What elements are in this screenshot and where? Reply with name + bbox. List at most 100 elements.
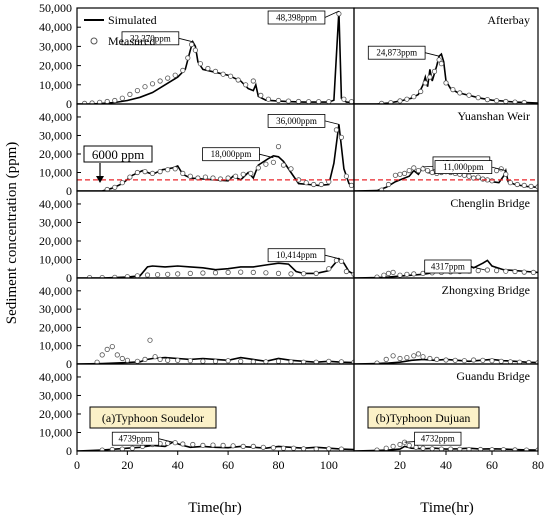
measured-point bbox=[512, 268, 518, 275]
measured-point bbox=[114, 352, 120, 358]
legend: Simulated Measured bbox=[84, 13, 157, 48]
measured-point bbox=[489, 447, 495, 451]
measured-point bbox=[390, 443, 396, 449]
measured-point bbox=[374, 360, 380, 364]
callout-label: 4317ppm bbox=[431, 262, 465, 272]
measured-point bbox=[466, 92, 472, 98]
simulated-line bbox=[77, 11, 354, 104]
y-tick-label: 30,000 bbox=[39, 302, 72, 316]
measured-point bbox=[338, 134, 344, 140]
measured-point bbox=[155, 272, 161, 278]
y-tick-label: 40,000 bbox=[39, 284, 72, 298]
measured-point bbox=[99, 447, 105, 451]
callout-label: 11,000ppm bbox=[443, 162, 483, 172]
simulated-line bbox=[354, 445, 538, 451]
y-tick-label: 40,000 bbox=[39, 110, 72, 124]
measured-point bbox=[523, 447, 530, 451]
measured-point bbox=[192, 47, 198, 53]
measured-point bbox=[436, 57, 442, 63]
measured-point bbox=[343, 173, 349, 179]
measured-point bbox=[275, 144, 282, 150]
measured-point bbox=[263, 359, 269, 364]
measured-point bbox=[457, 90, 463, 96]
measured-point bbox=[397, 98, 403, 104]
measured-point bbox=[427, 74, 433, 80]
measured-point bbox=[300, 271, 307, 277]
measured-point bbox=[217, 176, 224, 182]
x-tick-label: 60 bbox=[222, 458, 234, 472]
callout-label: 48,398ppm bbox=[276, 13, 317, 23]
measured-point bbox=[521, 99, 527, 104]
measured-point bbox=[187, 270, 193, 276]
measured-point bbox=[165, 75, 171, 81]
measured-point bbox=[142, 356, 148, 362]
station-label: Afterbay bbox=[487, 13, 530, 27]
measured-point bbox=[255, 165, 261, 171]
measured-point bbox=[233, 173, 239, 179]
measured-point bbox=[202, 174, 208, 180]
callout-arrow bbox=[324, 254, 339, 260]
measured-point bbox=[288, 166, 294, 172]
measured-point bbox=[296, 98, 302, 104]
measured-point bbox=[348, 182, 354, 188]
measured-point bbox=[180, 67, 186, 74]
measured-point bbox=[338, 359, 344, 364]
measured-point bbox=[149, 81, 156, 87]
panel-frame-left bbox=[76, 277, 355, 365]
measured-point bbox=[172, 166, 178, 172]
measured-point bbox=[165, 357, 171, 363]
callout-arrow bbox=[259, 153, 274, 159]
typhoon-labels: (a)Typhoon Soudelor (b)Typhoon Dujuan bbox=[89, 406, 480, 429]
measured-point bbox=[258, 92, 264, 99]
measured-point bbox=[275, 358, 282, 364]
callout-arrow bbox=[158, 438, 173, 443]
measured-point bbox=[434, 356, 440, 362]
y-axis-label: Sediment concentration (ppm) bbox=[4, 142, 20, 324]
measured-point bbox=[438, 446, 444, 451]
station-label: Guandu Bridge bbox=[456, 369, 530, 383]
measured-point bbox=[144, 272, 151, 278]
measured-point bbox=[443, 80, 449, 86]
measured-point bbox=[530, 269, 537, 275]
measured-point bbox=[260, 444, 266, 450]
measured-point bbox=[250, 443, 256, 449]
typhoon-dujuan-label: (b)Typhoon Dujuan bbox=[376, 411, 471, 425]
measured-point bbox=[301, 359, 307, 364]
measured-point bbox=[220, 442, 226, 448]
x-tick-label: 0 bbox=[74, 458, 80, 472]
callout: 4317ppm bbox=[424, 259, 486, 274]
measured-point bbox=[411, 165, 417, 171]
measured-point bbox=[392, 172, 398, 178]
measured-point bbox=[374, 447, 380, 451]
measured-point bbox=[484, 267, 490, 273]
callout-box bbox=[121, 31, 180, 46]
measured-point bbox=[129, 445, 135, 451]
measured-point bbox=[385, 181, 392, 188]
measured-point bbox=[124, 357, 131, 363]
measured-point bbox=[383, 356, 389, 362]
measured-point bbox=[225, 175, 231, 181]
measured-point bbox=[343, 268, 349, 275]
measured-point bbox=[404, 96, 410, 102]
measured-point bbox=[175, 357, 181, 363]
measured-point bbox=[238, 358, 244, 364]
callout-label: 10,414ppm bbox=[276, 250, 317, 260]
measured-point bbox=[212, 270, 219, 276]
row-yuanshan-weir: 18,000ppm36,000ppm13,000ppm11,000ppmYuan… bbox=[39, 103, 539, 198]
callout-label: 24,873ppm bbox=[376, 48, 417, 58]
measured-point bbox=[338, 446, 344, 451]
measured-point bbox=[484, 97, 490, 103]
measured-point bbox=[397, 171, 403, 177]
row-chenglin-bridge: 10,414ppm 4317ppm Chenglin Bridge 0 10,000 20… bbox=[39, 190, 539, 285]
y-tick-label: 0 bbox=[66, 97, 72, 111]
measured-point bbox=[190, 441, 196, 448]
measured-point bbox=[450, 87, 456, 93]
threshold-label-box bbox=[83, 145, 153, 163]
measured-point bbox=[489, 358, 495, 364]
threshold-arrow-head bbox=[96, 176, 104, 183]
measured-point bbox=[127, 174, 133, 180]
y-tick-label: 40,000 bbox=[39, 197, 72, 211]
y-tick-label: 30,000 bbox=[39, 128, 72, 142]
measured-point bbox=[507, 359, 513, 364]
